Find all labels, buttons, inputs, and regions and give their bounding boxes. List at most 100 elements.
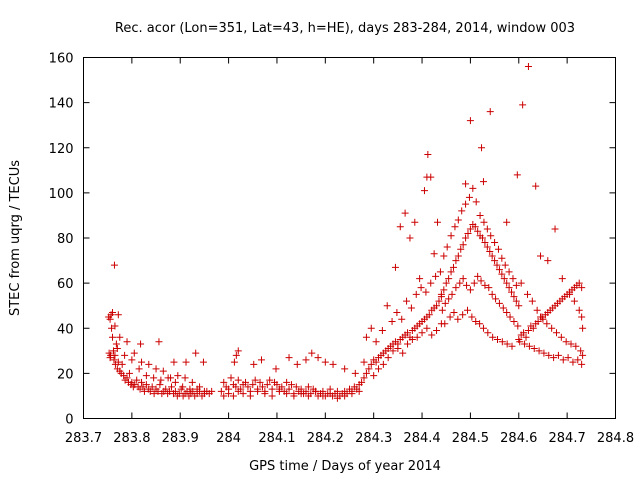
data-point <box>152 365 160 373</box>
data-point <box>200 387 208 395</box>
data-point <box>168 383 176 391</box>
data-point <box>491 239 499 247</box>
data-point <box>266 376 274 384</box>
x-axis: 283.7 283.8 283.9 284 284.1 284.2 284.3 284.4 28… <box>65 57 634 446</box>
data-point <box>109 333 117 341</box>
data-point <box>273 381 281 389</box>
data-point <box>242 378 250 386</box>
data-point <box>164 374 172 382</box>
data-point <box>578 284 586 292</box>
y-tick-label: 160 <box>49 52 74 67</box>
data-point <box>391 263 399 271</box>
y-tick-label: 20 <box>57 367 74 382</box>
data-point <box>130 349 138 357</box>
data-point <box>436 268 444 276</box>
data-point <box>481 281 489 289</box>
data-point <box>505 284 513 292</box>
data-point <box>137 340 145 348</box>
data-point <box>145 360 153 368</box>
y-axis-label: STEC from uqrg / TECUs <box>8 160 23 316</box>
data-point <box>116 333 124 341</box>
data-point <box>495 299 503 307</box>
data-point <box>459 311 467 319</box>
data-point <box>458 207 466 215</box>
x-tick-label: 284.2 <box>307 431 344 446</box>
y-tick-label: 100 <box>49 187 74 202</box>
data-point <box>486 248 494 256</box>
data-point <box>433 327 441 335</box>
data-point <box>263 381 271 389</box>
data-point <box>471 223 479 231</box>
x-tick-label: 284.8 <box>597 431 634 446</box>
data-point <box>427 279 435 287</box>
data-point <box>257 356 265 364</box>
data-point <box>398 315 406 323</box>
data-point <box>355 387 363 395</box>
data-point <box>529 324 537 332</box>
data-point <box>333 387 341 395</box>
data-point <box>239 390 247 398</box>
data-point <box>530 345 538 353</box>
data-point <box>489 333 497 341</box>
data-point <box>452 284 460 292</box>
data-point <box>509 275 517 283</box>
data-point <box>479 324 487 332</box>
data-point <box>566 290 574 298</box>
data-point <box>510 293 518 301</box>
data-point <box>472 198 480 206</box>
data-point <box>479 234 486 242</box>
data-point <box>508 288 516 296</box>
data-point <box>157 376 165 384</box>
data-point <box>170 358 178 366</box>
data-point <box>199 358 207 366</box>
data-point <box>186 385 194 393</box>
data-point <box>430 250 438 258</box>
data-point <box>413 333 421 341</box>
data-point <box>208 387 216 395</box>
x-tick-label: 283.8 <box>113 431 150 446</box>
data-point <box>447 232 455 240</box>
data-point <box>445 295 453 303</box>
data-point <box>389 347 397 355</box>
x-tick-label: 284.6 <box>500 431 537 446</box>
data-point <box>268 392 276 400</box>
data-point <box>133 376 141 384</box>
data-point <box>559 356 567 364</box>
data-point <box>522 333 530 341</box>
data-point <box>360 374 368 382</box>
data-point <box>545 351 553 359</box>
data-point <box>181 374 189 382</box>
data-point <box>128 356 136 364</box>
data-points <box>105 63 587 402</box>
data-point <box>109 347 117 355</box>
data-point <box>501 261 509 269</box>
data-point <box>538 313 546 321</box>
data-point <box>443 243 451 251</box>
data-point <box>272 365 280 373</box>
data-point <box>521 340 529 348</box>
data-point <box>384 354 392 362</box>
data-point <box>159 367 167 375</box>
data-point <box>498 338 506 346</box>
data-point <box>499 304 507 312</box>
data-point <box>492 295 500 303</box>
data-point <box>515 302 523 310</box>
data-point <box>494 245 502 253</box>
data-point <box>304 392 312 400</box>
data-point <box>174 372 182 380</box>
data-point <box>480 218 488 226</box>
x-axis-label: GPS time / Days of year 2014 <box>249 459 441 474</box>
data-point <box>446 313 454 321</box>
data-point <box>472 317 480 325</box>
data-point <box>450 308 458 316</box>
data-point <box>254 387 262 395</box>
data-point <box>578 360 586 368</box>
data-point <box>422 288 430 296</box>
data-point <box>534 317 542 325</box>
data-point <box>554 351 562 359</box>
data-point <box>420 187 428 195</box>
data-point <box>454 315 462 323</box>
data-point <box>513 171 521 179</box>
data-point <box>258 383 266 391</box>
data-point <box>557 333 565 341</box>
